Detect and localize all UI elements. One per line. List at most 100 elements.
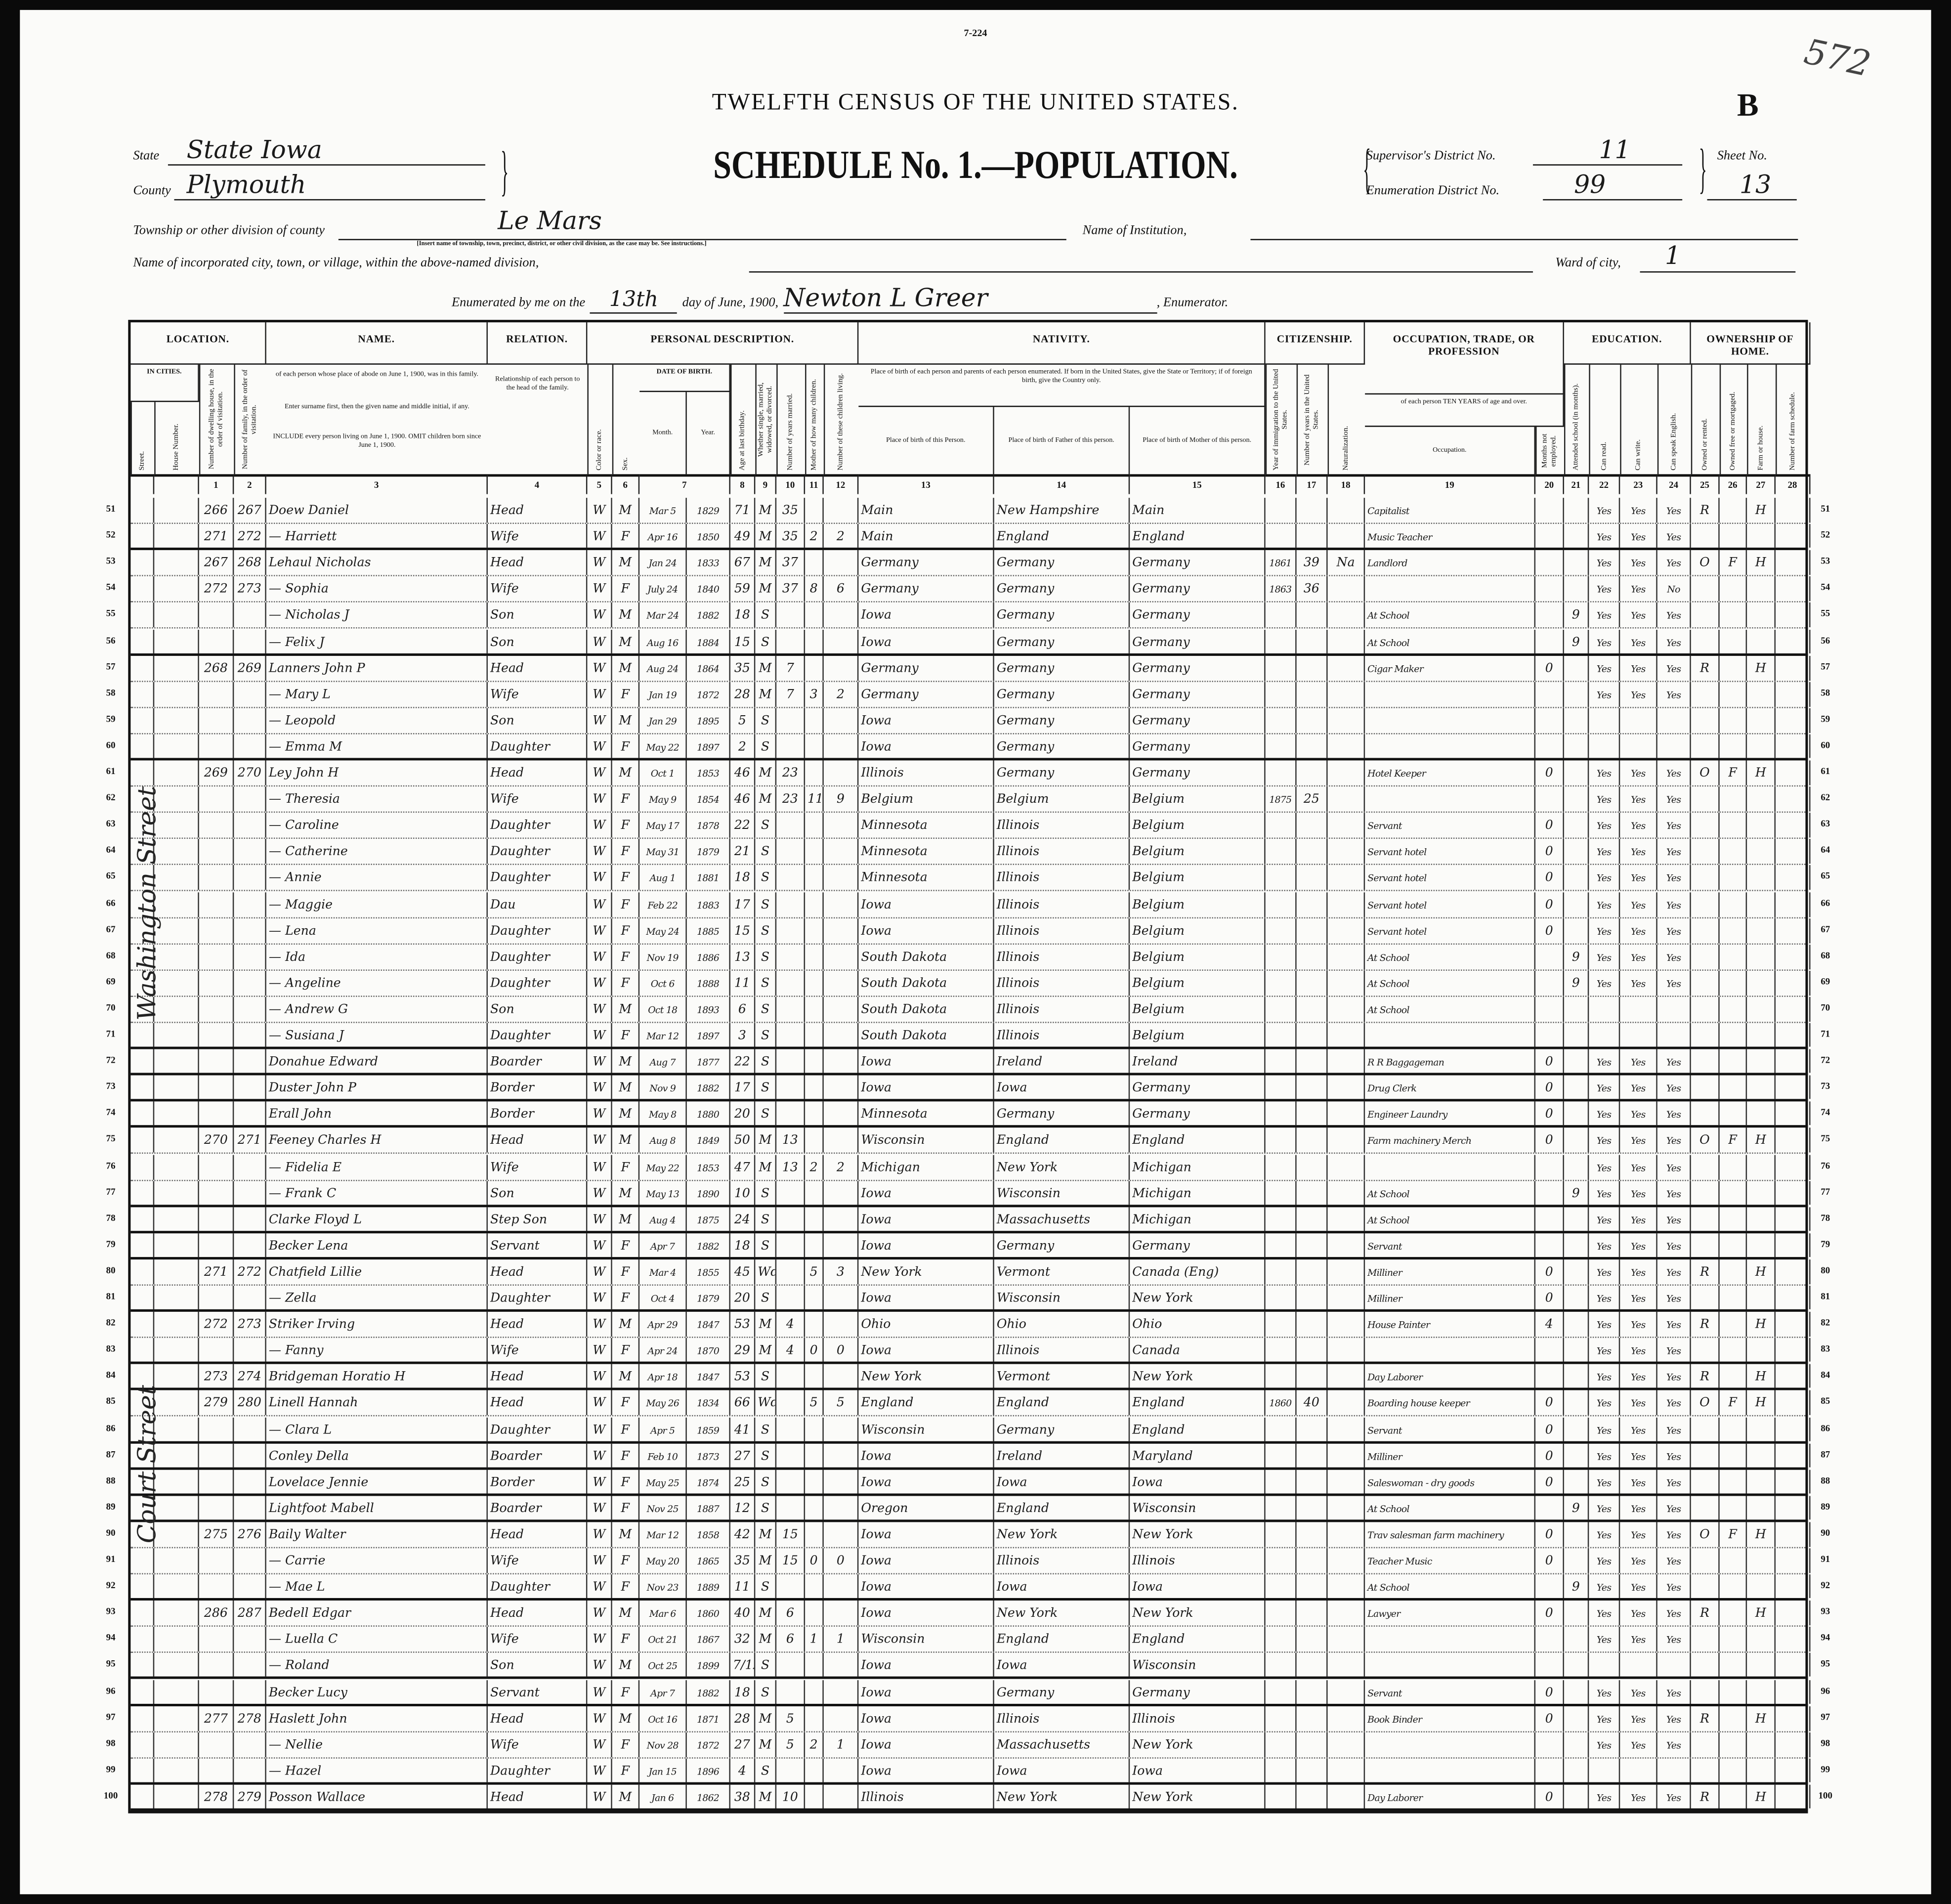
cell-whether-single-married-widowed: S — [755, 944, 777, 969]
cell-can-speak-english — [1657, 1653, 1691, 1677]
cell-month: Oct 18 — [639, 996, 687, 1022]
line-number-right: 52 — [1821, 529, 1830, 541]
cell-whether-single-married-widowed: S — [755, 1653, 777, 1677]
name-instructions-3: INCLUDE every person living on June 1, 1… — [273, 433, 481, 449]
line-number-left: 92 — [106, 1579, 116, 1591]
cell-months-not-employed — [1535, 1338, 1565, 1362]
cell-street — [130, 786, 155, 812]
cell-farm-or-house: H — [1747, 1522, 1776, 1547]
cell-number-of-years-married — [776, 1417, 806, 1441]
cell-owned-free-or-mortgaged — [1720, 629, 1747, 653]
cell-naturalization — [1328, 1338, 1365, 1362]
cell-number-of-dwelling-house-in-th — [199, 603, 234, 628]
cell-place-of-birth-of-this-person: South Dakota — [858, 1023, 994, 1047]
cell-place-of-birth-of-mother-of-th: England — [1130, 1627, 1266, 1652]
cell-owned-or-rented — [1691, 1102, 1720, 1126]
line-number-left: 55 — [106, 607, 116, 619]
cell-owned-or-rented: O — [1691, 1390, 1720, 1416]
cell-number-of-years-married — [776, 1259, 806, 1285]
column-label: Can speak English. — [1657, 364, 1691, 475]
column-number: 18 — [1327, 474, 1365, 494]
cell-number-of-years-married — [776, 892, 806, 917]
cell-place-of-birth-of-father-of-th: Germany — [994, 576, 1130, 602]
cell-sex: F — [612, 524, 640, 548]
cell-mother-of-how-many-children — [805, 839, 824, 865]
cell-number-of-dwelling-house-in-th — [199, 839, 234, 865]
cell-owned-free-or-mortgaged — [1720, 1233, 1747, 1257]
cell-naturalization: Na — [1328, 550, 1365, 575]
cell-place-of-birth-of-mother-of-th: Germany — [1130, 1102, 1266, 1126]
line-number-right: 99 — [1821, 1763, 1830, 1775]
cell-number-of-years-married — [776, 813, 806, 838]
cell-number-of-years-in-the-united- — [1297, 655, 1328, 681]
cell-name: Son — [488, 1653, 588, 1677]
cell-number-of-years-married — [776, 944, 806, 969]
cell-can-write: Yes — [1620, 786, 1657, 812]
line-number-right: 54 — [1821, 581, 1830, 593]
cell-year-of-immigration-to-the-uni — [1266, 865, 1297, 891]
cell-number-of-family-in-the-order- — [234, 1233, 266, 1257]
cell-mother-of-how-many-children: 11 — [805, 786, 824, 812]
cell-place-of-birth-of-mother-of-th: Iowa — [1130, 1758, 1266, 1782]
cell-whether-single-married-widowed: S — [755, 629, 777, 653]
cell-whether-single-married-widowed: S — [755, 1364, 777, 1388]
cell-number-of-dwelling-house-in-th — [199, 1732, 234, 1757]
cell-sex: F — [612, 1338, 640, 1362]
cell-occupation — [1365, 1653, 1536, 1677]
cell-number-of-dwelling-house-in-th: 279 — [199, 1390, 234, 1416]
line-number-right: 74 — [1821, 1107, 1830, 1118]
cell-place-of-birth-of-this-person: South Dakota — [858, 996, 994, 1022]
column-number: 10 — [776, 474, 806, 494]
state-value: State Iowa — [186, 134, 322, 165]
cell-year-of-immigration-to-the-uni — [1266, 892, 1297, 917]
cell-month: Mar 24 — [639, 603, 687, 628]
line-number-right: 73 — [1821, 1081, 1830, 1092]
cell-can-speak-english: Yes — [1657, 1364, 1691, 1388]
cell-attended-school-in-months — [1564, 1312, 1589, 1337]
cell-name: Lehaul Nicholas — [266, 550, 488, 575]
cell-number-of-these-children-livin — [824, 1496, 859, 1520]
cell-can-speak-english: Yes — [1657, 1679, 1691, 1703]
cell-month: Oct 21 — [639, 1627, 687, 1652]
population-table: LOCATION. NAME. RELATION. PERSONAL DESCRIPT… — [128, 320, 1811, 1814]
cell-can-speak-english — [1657, 996, 1691, 1022]
cell-can-read: Yes — [1589, 970, 1620, 996]
cell-place-of-birth-of-this-person: Iowa — [858, 892, 994, 917]
cell-name: — Mae L — [266, 1574, 488, 1599]
cell-number-of-these-children-livin: 9 — [824, 786, 859, 812]
cell-number-of-years-in-the-united- — [1297, 1312, 1328, 1337]
cell-number-of-farm-schedule — [1776, 550, 1811, 575]
cell-year-of-immigration-to-the-uni — [1266, 1259, 1297, 1285]
cell-number-of-years-in-the-united- — [1297, 1653, 1328, 1677]
cell-place-of-birth-of-father-of-th: Germany — [994, 1102, 1130, 1126]
cell-number-of-dwelling-house-in-th: 275 — [199, 1522, 234, 1547]
cell-months-not-employed: 0 — [1535, 1706, 1565, 1731]
cell-number-of-years-in-the-united- — [1297, 1023, 1328, 1047]
cell-place-of-birth-of-mother-of-th: Germany — [1130, 734, 1266, 758]
cell-attended-school-in-months — [1564, 1653, 1589, 1677]
line-number-left: 65 — [106, 870, 116, 882]
cell-color-or-race: W — [587, 1574, 612, 1599]
cell-age-at-last-birthday: 24 — [730, 1207, 756, 1231]
cell-name: — Carrie — [266, 1548, 488, 1573]
cell-can-speak-english: Yes — [1657, 1207, 1691, 1231]
cell-place-of-birth-of-father-of-th: Ireland — [994, 1049, 1130, 1073]
cell-can-read: Yes — [1589, 1180, 1620, 1205]
cell-mother-of-how-many-children: 8 — [805, 576, 824, 602]
cell-occupation: Book Binder — [1365, 1706, 1536, 1731]
cell-color-or-race: W — [587, 1758, 612, 1782]
cell-whether-single-married-widowed: S — [755, 996, 777, 1022]
cell-can-write: Yes — [1620, 1627, 1657, 1652]
cell-months-not-employed: 0 — [1535, 1601, 1565, 1626]
cell-number-of-family-in-the-order-: 273 — [234, 576, 266, 602]
cell-name: Daughter — [488, 813, 588, 838]
cell-number-of-dwelling-house-in-th — [199, 1180, 234, 1205]
cell-naturalization — [1328, 1023, 1365, 1047]
enum-prefix: Enumerated by me on the — [451, 296, 586, 310]
cell-age-at-last-birthday: 32 — [730, 1627, 756, 1652]
table-row: 273 274 Bridgeman Horatio H Head W M Apr 18 184… — [130, 1364, 1811, 1391]
cell-age-at-last-birthday: 28 — [730, 682, 756, 707]
cell-can-speak-english: Yes — [1657, 1574, 1691, 1599]
cell-number-of-years-married — [776, 1496, 806, 1520]
line-number-right: 75 — [1821, 1133, 1830, 1144]
